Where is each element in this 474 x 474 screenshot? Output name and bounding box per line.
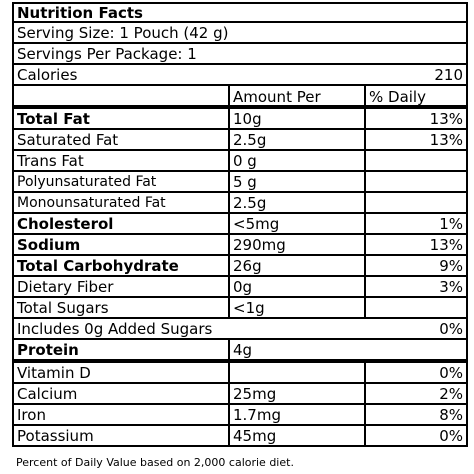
header-blank bbox=[14, 86, 228, 105]
nutrient-name: Vitamin D bbox=[17, 363, 91, 382]
nutrient-name: Iron bbox=[17, 405, 46, 424]
nutrient-amount: 45mg bbox=[228, 426, 364, 445]
nutrient-dv: 8% bbox=[364, 405, 466, 424]
nutrient-dv: 3% bbox=[364, 277, 466, 296]
daily-value-header: % Daily Value bbox=[364, 86, 466, 105]
nutrient-name: Cholesterol bbox=[17, 214, 114, 233]
nutrient-name: Monounsaturated Fat bbox=[17, 194, 166, 211]
nutrient-amount: 4g bbox=[228, 340, 364, 359]
nutrient-amount: 0g bbox=[228, 277, 364, 296]
nutrient-amount: 10g bbox=[228, 109, 364, 128]
nutrient-dv bbox=[364, 298, 466, 317]
nutrient-amount: 25mg bbox=[228, 384, 364, 403]
nutrient-dv: 2% bbox=[364, 384, 466, 403]
nutrient-amount: 5 g bbox=[228, 172, 364, 191]
nutrient-name: Dietary Fiber bbox=[17, 277, 114, 296]
nutrient-dv bbox=[364, 340, 466, 359]
nutrient-name: Saturated Fat bbox=[17, 130, 119, 149]
nutrient-row-polyunsaturated-fat: Polyunsaturated Fat 5 g bbox=[12, 172, 468, 193]
nutrient-dv: 9% bbox=[364, 256, 466, 275]
nutrient-row-total-sugars: Total Sugars <1g bbox=[12, 298, 468, 319]
calories-value: 210 bbox=[434, 65, 463, 84]
nutrient-dv: 13% bbox=[364, 109, 466, 128]
calories-row: Calories 210 bbox=[12, 65, 468, 86]
nutrient-amount: 1.7mg bbox=[228, 405, 364, 424]
nutrient-name: Protein bbox=[17, 340, 79, 359]
nutrient-name: Calcium bbox=[17, 384, 78, 403]
nutrient-name: Includes 0g Added Sugars bbox=[17, 319, 213, 338]
serving-size: Serving Size: 1 Pouch (42 g) bbox=[17, 23, 229, 42]
nutrient-name: Polyunsaturated Fat bbox=[17, 173, 157, 190]
nutrient-row-vitamin-d: Vitamin D 0% bbox=[12, 363, 468, 384]
daily-value-footnote: Percent of Daily Value based on 2,000 ca… bbox=[16, 456, 294, 469]
amount-per-serving-header: Amount Per Serving bbox=[228, 86, 364, 105]
nutrient-amount: 2.5g bbox=[228, 130, 364, 149]
column-header-row: Amount Per Serving % Daily Value bbox=[12, 86, 468, 109]
nutrient-dv: 13% bbox=[364, 130, 466, 149]
nutrient-dv: 0% bbox=[364, 363, 466, 382]
nutrient-row-protein: Protein 4g bbox=[12, 340, 468, 363]
nutrient-row-total-fat: Total Fat 10g 13% bbox=[12, 109, 468, 130]
nutrient-row-iron: Iron 1.7mg 8% bbox=[12, 405, 468, 426]
nutrient-amount: 2.5g bbox=[228, 193, 364, 212]
nutrient-amount: <1g bbox=[228, 298, 364, 317]
nutrient-dv bbox=[364, 151, 466, 170]
nutrient-name: Total Sugars bbox=[17, 298, 109, 317]
nutrient-amount: 26g bbox=[228, 256, 364, 275]
nutrition-facts-label: Nutrition Facts Serving Size: 1 Pouch (4… bbox=[12, 2, 468, 447]
nutrient-row-sodium: Sodium 290mg 13% bbox=[12, 235, 468, 256]
nutrient-amount: 0 g bbox=[228, 151, 364, 170]
nutrient-amount: 290mg bbox=[228, 235, 364, 254]
nutrient-name: Sodium bbox=[17, 235, 81, 254]
nutrient-row-dietary-fiber: Dietary Fiber 0g 3% bbox=[12, 277, 468, 298]
nutrient-name: Total Carbohydrate bbox=[17, 256, 179, 275]
nutrient-amount: <5mg bbox=[228, 214, 364, 233]
nutrient-row-trans-fat: Trans Fat 0 g bbox=[12, 151, 468, 172]
nutrient-dv: 0% bbox=[364, 426, 466, 445]
title-row: Nutrition Facts bbox=[12, 2, 468, 23]
servings-per-package: Servings Per Package: 1 bbox=[17, 44, 197, 63]
nutrient-name: Total Fat bbox=[17, 109, 90, 128]
nutrient-row-cholesterol: Cholesterol <5mg 1% bbox=[12, 214, 468, 235]
nutrient-amount bbox=[228, 363, 364, 382]
label-title: Nutrition Facts bbox=[17, 4, 143, 21]
nutrient-row-monounsaturated-fat: Monounsaturated Fat 2.5g bbox=[12, 193, 468, 214]
calories-label: Calories bbox=[17, 65, 78, 84]
nutrient-row-potassium: Potassium 45mg 0% bbox=[12, 426, 468, 447]
nutrient-row-calcium: Calcium 25mg 2% bbox=[12, 384, 468, 405]
nutrient-row-saturated-fat: Saturated Fat 2.5g 13% bbox=[12, 130, 468, 151]
nutrient-name: Trans Fat bbox=[17, 151, 84, 170]
nutrient-name: Potassium bbox=[17, 426, 94, 445]
nutrient-row-added-sugars: Includes 0g Added Sugars 0% bbox=[12, 319, 468, 340]
serving-size-row: Serving Size: 1 Pouch (42 g) bbox=[12, 23, 468, 44]
servings-per-package-row: Servings Per Package: 1 bbox=[12, 44, 468, 65]
nutrient-dv bbox=[364, 172, 466, 191]
nutrient-dv: 1% bbox=[364, 214, 466, 233]
nutrient-dv bbox=[364, 193, 466, 212]
nutrient-dv: 0% bbox=[439, 319, 463, 338]
nutrient-row-total-carbohydrate: Total Carbohydrate 26g 9% bbox=[12, 256, 468, 277]
nutrient-dv: 13% bbox=[364, 235, 466, 254]
